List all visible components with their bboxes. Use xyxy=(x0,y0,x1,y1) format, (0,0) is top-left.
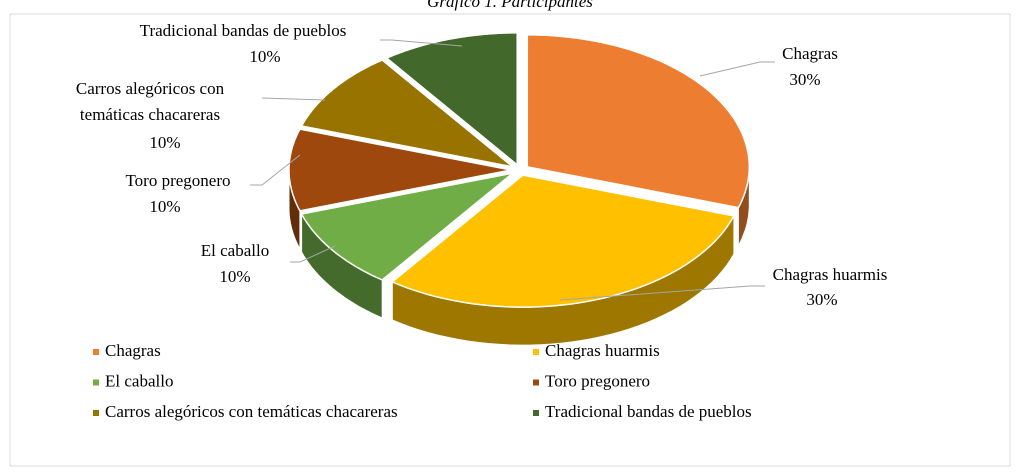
slice xyxy=(300,172,514,281)
slice-tops xyxy=(288,32,751,308)
leader-line xyxy=(250,154,301,186)
slice xyxy=(526,34,751,209)
leader-line xyxy=(290,245,336,263)
leader-line xyxy=(559,285,765,301)
slice xyxy=(385,32,518,167)
legend-swatch xyxy=(93,349,99,355)
data-label-name: Carros alegóricos con temáticas chacarera… xyxy=(76,79,225,124)
legend-swatch xyxy=(533,349,539,355)
data-label-value: 30% xyxy=(789,70,820,89)
data-label-name: Tradicional bandas de pueblos xyxy=(140,21,347,40)
legend-label: Carros alegóricos con temáticas chacarer… xyxy=(105,402,398,421)
leader-line xyxy=(699,61,775,77)
data-label-value: 30% xyxy=(806,290,837,309)
data-label-value: 10% xyxy=(149,133,180,152)
legend-label: El caballo xyxy=(105,371,173,390)
legend-label: Chagras huarmis xyxy=(545,341,660,360)
leader-line xyxy=(261,97,326,101)
legend-label: Tradicional bandas de pueblos xyxy=(545,402,752,421)
legend-swatch xyxy=(533,410,539,416)
data-label-name: El caballo xyxy=(201,241,269,260)
legend-swatch xyxy=(93,379,99,386)
leader-line xyxy=(380,39,463,47)
slice xyxy=(390,174,736,308)
data-label-name: Chagras huarmis xyxy=(773,265,888,284)
legend-swatch xyxy=(93,410,99,416)
slice xyxy=(300,59,514,168)
legend-label: Toro pregonero xyxy=(545,371,650,390)
legend-label: Chagras xyxy=(105,341,161,360)
data-label-value: 10% xyxy=(219,267,250,286)
data-label-value: 10% xyxy=(249,47,280,66)
data-label-value: 10% xyxy=(149,197,180,216)
slice xyxy=(288,128,512,212)
data-label-name: Chagras xyxy=(782,44,838,63)
legend-swatch xyxy=(533,379,539,386)
data-label-name: Toro pregonero xyxy=(125,171,230,190)
chart-title: Gráfico 1. Participantes xyxy=(427,0,593,11)
